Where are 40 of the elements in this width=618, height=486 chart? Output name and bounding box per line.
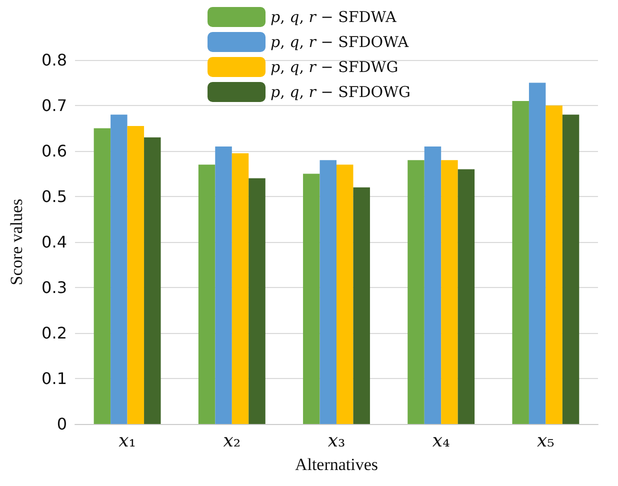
- bar: [441, 160, 458, 424]
- bar: [562, 114, 580, 424]
- bar: [198, 164, 216, 424]
- x-tick-label: 𝑥₂: [223, 430, 241, 452]
- y-tick-label: 0.8: [42, 50, 67, 70]
- bar: [320, 160, 336, 424]
- y-tick-label: 0.6: [42, 142, 67, 160]
- y-tick-label: 0.2: [42, 324, 67, 342]
- y-axis-title: Score values: [7, 198, 26, 286]
- bar: [512, 100, 529, 424]
- bar: [458, 169, 475, 424]
- bar: [528, 82, 546, 424]
- bar: [144, 137, 161, 424]
- y-tick-label: 0.4: [42, 232, 67, 252]
- bar: [127, 126, 144, 424]
- x-tick-label: 𝑥₅: [537, 430, 554, 452]
- bar: [248, 178, 266, 424]
- y-tick-label: 0.3: [42, 278, 67, 297]
- y-tick-label: 0.7: [42, 96, 67, 115]
- y-tick-label: 0: [56, 414, 67, 434]
- legend-label: 𝑝, 𝑞, 𝑟 − SFDWA: [270, 8, 396, 26]
- x-tick-label: 𝑥₃: [328, 430, 346, 452]
- bar: [303, 174, 320, 424]
- y-tick-label: 0.5: [42, 187, 67, 206]
- legend-label: 𝑝, 𝑞, 𝑟 − SFDOWG: [270, 83, 410, 101]
- bar: [353, 187, 370, 424]
- bar: [215, 146, 232, 424]
- legend-label: 𝑝, 𝑞, 𝑟 − SFDWG: [270, 58, 398, 76]
- bar: [94, 128, 111, 424]
- legend-label: 𝑝, 𝑞, 𝑟 − SFDOWA: [270, 33, 409, 51]
- bar: [110, 114, 128, 424]
- bar: [336, 164, 354, 424]
- bar: [232, 153, 249, 424]
- bar: [424, 146, 442, 424]
- bar: [546, 106, 562, 424]
- x-tick-label: 𝑥₄: [432, 430, 450, 452]
- x-tick-label: 𝑥₁: [118, 430, 136, 452]
- bar: [408, 160, 424, 424]
- y-tick-label: 0.1: [42, 369, 67, 388]
- x-axis-title: Alternatives: [294, 455, 378, 474]
